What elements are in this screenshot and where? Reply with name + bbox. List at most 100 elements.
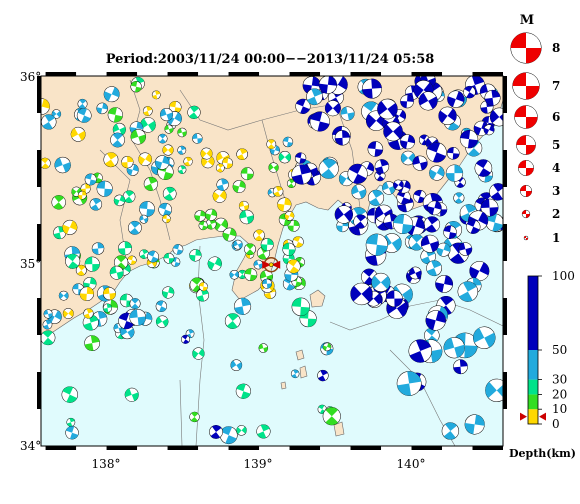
beachball [128, 220, 142, 235]
beachball [41, 114, 57, 130]
beachball [292, 236, 304, 248]
beachball [142, 106, 153, 116]
beachball [382, 181, 396, 195]
frame-bar [45, 446, 77, 450]
beachball [409, 266, 422, 280]
beachball [347, 163, 368, 184]
frame-bar [37, 372, 41, 409]
lat-label-36: 36° [20, 70, 41, 84]
beachball [282, 136, 294, 148]
frame-bar [503, 372, 507, 409]
depth-tick-label: 100 [552, 269, 575, 283]
beachball [213, 217, 229, 232]
magnitude-legend-label: 2 [552, 207, 560, 221]
magnitude-legend-label: 8 [552, 41, 560, 55]
beachball [441, 422, 460, 440]
beachball [393, 179, 404, 191]
beachball [76, 108, 92, 123]
beachball [70, 126, 86, 142]
depth-band [528, 379, 538, 395]
beachball [291, 297, 310, 317]
frame-bar [289, 72, 321, 76]
beachball [180, 334, 191, 344]
beachball [396, 190, 411, 205]
beachball [113, 255, 129, 270]
beachball [51, 195, 66, 210]
beachball [286, 179, 296, 188]
beachball [457, 281, 479, 302]
trench-line [179, 245, 503, 446]
frame-bar [289, 446, 321, 450]
beachball [435, 275, 454, 293]
beachball [408, 339, 432, 363]
beachball [282, 242, 296, 256]
beachball [154, 155, 170, 170]
beachball [489, 107, 503, 127]
beachball [295, 98, 311, 114]
beachball [374, 159, 390, 174]
magnitude-legend-label: 4 [552, 161, 560, 175]
beachball [261, 278, 273, 289]
beachball [224, 313, 241, 329]
beachball [317, 369, 329, 382]
lat-label-34: 34° [20, 439, 41, 453]
frame-bar [228, 72, 260, 76]
legend-beachball-m8 [510, 32, 542, 64]
beachball [155, 300, 168, 312]
beachball [258, 343, 269, 353]
beachball [158, 202, 172, 217]
beachball [102, 287, 116, 301]
legend-beachball-m4 [518, 160, 534, 176]
beachball [236, 425, 247, 436]
beachball [277, 197, 292, 212]
beachball [84, 256, 100, 272]
beachball [219, 426, 238, 445]
frame-bar [472, 72, 503, 76]
beachball [58, 290, 69, 301]
frame-bar [350, 446, 382, 450]
beachball [187, 105, 201, 119]
beachball [340, 106, 355, 121]
legend-beachball-m7 [512, 72, 540, 100]
beachball [107, 107, 123, 123]
beachball [306, 88, 323, 106]
beachball [445, 164, 464, 182]
frame-bar [472, 446, 503, 450]
beachball [286, 259, 301, 274]
beachball [162, 214, 171, 224]
frame-bar [37, 76, 41, 113]
beachball [443, 337, 465, 359]
beachball [102, 303, 113, 313]
oshima-island [309, 289, 326, 308]
magnitude-legend-label: 1 [552, 231, 560, 245]
beachball [79, 286, 94, 301]
beachball [294, 152, 307, 164]
frame-bar [167, 446, 199, 450]
beachball [472, 326, 496, 349]
beachball [103, 152, 119, 168]
beachball [112, 122, 126, 137]
frame-bar [167, 72, 199, 76]
beachball [334, 205, 353, 224]
beachball [272, 186, 284, 197]
beachball [109, 265, 124, 280]
beachball [290, 369, 300, 379]
beachball [447, 90, 465, 108]
beachball [480, 198, 499, 217]
beachball [82, 314, 99, 331]
beachball [65, 426, 79, 440]
beachball [177, 165, 187, 174]
beachball [130, 129, 146, 145]
beachball [121, 156, 134, 169]
beachball [233, 297, 252, 315]
beachball [66, 417, 76, 427]
beachball [453, 192, 465, 204]
beachball [426, 142, 447, 163]
beachball [383, 121, 403, 142]
lon-label-139: 139° [244, 457, 273, 471]
frame-bar [106, 72, 138, 76]
beachball [160, 108, 174, 122]
beachball [212, 188, 227, 203]
